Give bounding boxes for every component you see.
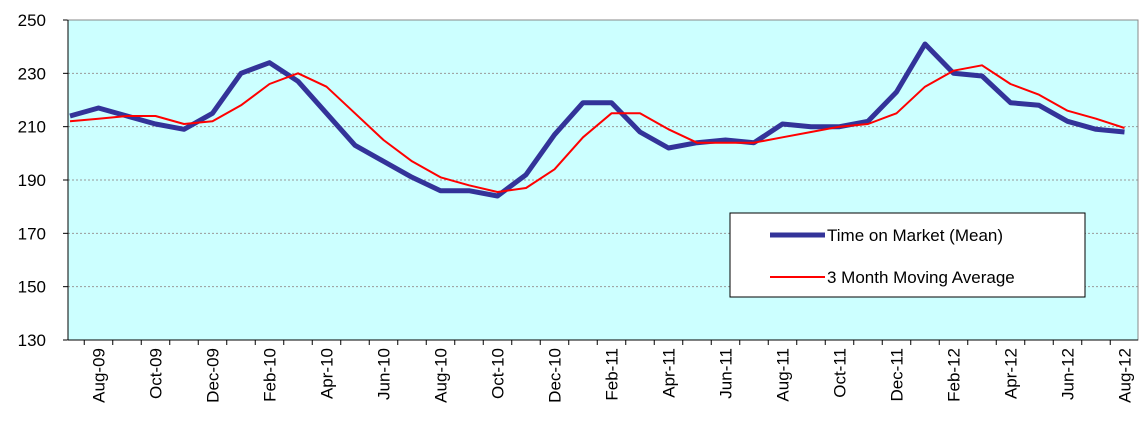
y-tick-label: 250 [18,11,46,30]
x-tick-label: Jun-11 [717,348,736,399]
x-tick-label: Dec-10 [546,348,565,403]
y-tick-label: 130 [18,331,46,350]
x-tick-label: Dec-11 [888,348,907,402]
legend-label: 3 Month Moving Average [827,268,1015,287]
x-tick-label: Apr-11 [660,348,679,398]
x-tick-label: Aug-12 [1116,348,1135,403]
x-tick-label: Dec-09 [204,348,223,403]
x-tick-label: Apr-12 [1002,348,1021,399]
x-tick-label: Apr-10 [318,348,337,399]
series-line [69,41,1125,199]
legend [729,212,1086,298]
x-tick-label: Aug-11 [774,348,793,402]
y-tick-label: 210 [18,118,46,137]
x-tick-label: Aug-09 [90,348,109,403]
y-tick-label: 150 [18,278,46,297]
x-tick-label: Oct-09 [147,348,166,399]
legend-label: Time on Market (Mean) [827,226,1003,245]
x-tick-label: Aug-10 [432,348,451,403]
x-tick-label: Jun-12 [1059,348,1078,400]
y-tick-label: 230 [18,64,46,83]
x-tick-label: Feb-11 [603,348,622,401]
series-line [69,64,1125,193]
x-tick-label: Feb-10 [261,348,280,402]
x-tick-label: Oct-10 [489,348,508,399]
x-tick-label: Feb-12 [945,348,964,402]
x-tick-label: Jun-10 [375,348,394,400]
y-tick-label: 170 [18,224,46,243]
x-tick-label: Oct-11 [831,348,850,398]
y-tick-label: 190 [18,171,46,190]
